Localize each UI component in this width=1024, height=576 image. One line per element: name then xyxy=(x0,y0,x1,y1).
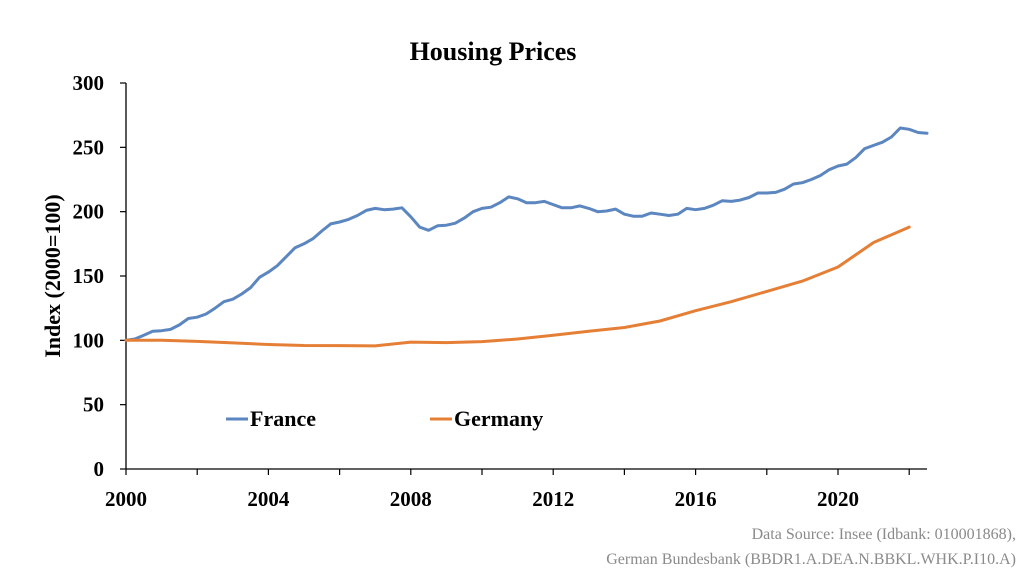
series-lines xyxy=(124,126,929,348)
source-line-2: German Bundesbank (BBDR1.A.DEA.N.BBKL.WH… xyxy=(606,551,1016,568)
france-series-line xyxy=(124,126,929,342)
y-tick-label-100: 100 xyxy=(73,328,105,352)
france-legend-label: France xyxy=(250,406,316,431)
x-tick-label-2008: 2008 xyxy=(390,487,432,511)
x-axis-ticks: 2000 2004 2008 2012 2016 2020 xyxy=(105,469,910,511)
x-tick-label-2020: 2020 xyxy=(817,487,859,511)
y-tick-label-150: 150 xyxy=(73,264,105,288)
legend: France Germany xyxy=(226,406,543,431)
y-tick-label-50: 50 xyxy=(83,393,104,417)
y-tick-label-0: 0 xyxy=(94,457,105,481)
x-tick-label-2000: 2000 xyxy=(105,487,147,511)
germany-series-line xyxy=(124,225,911,348)
y-tick-label-200: 200 xyxy=(73,200,105,224)
y-tick-label-250: 250 xyxy=(73,135,105,159)
x-tick-label-2012: 2012 xyxy=(532,487,574,511)
y-tick-label-300: 300 xyxy=(73,71,105,95)
chart-title: Housing Prices xyxy=(410,37,577,66)
y-axis-label: Index (2000=100) xyxy=(40,194,65,358)
source-line-1: Data Source: Insee (Idbank: 010001868), xyxy=(751,526,1016,543)
y-axis-ticks: 0 50 100 150 200 250 300 xyxy=(73,71,126,481)
germany-legend-label: Germany xyxy=(454,406,543,431)
x-tick-label-2004: 2004 xyxy=(247,487,290,511)
x-tick-label-2016: 2016 xyxy=(675,487,717,511)
